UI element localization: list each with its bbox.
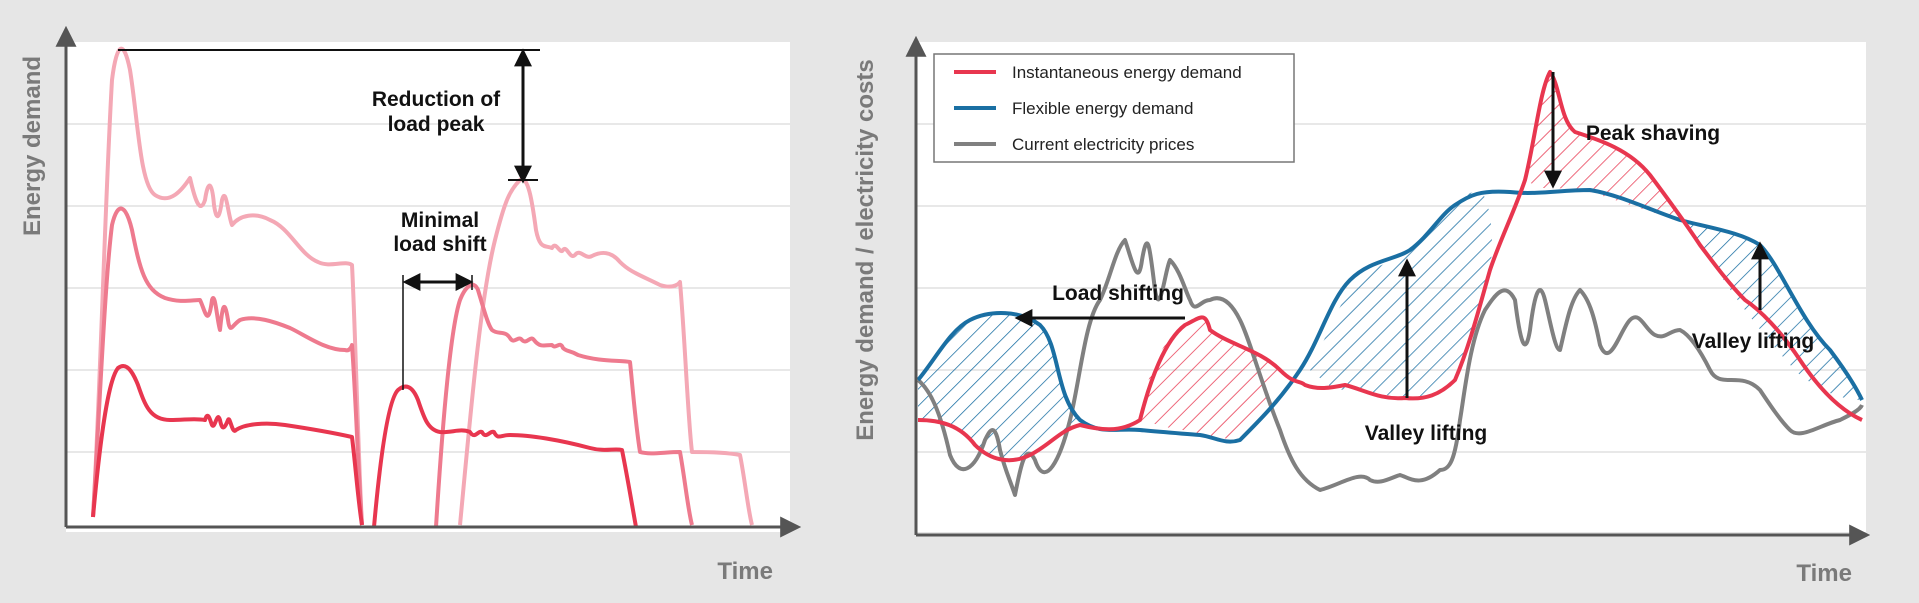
series-line-low [91,364,364,526]
annotation-min-shift-2: load shift [393,233,486,256]
annotation-valley-lifting-1: Valley lifting [1365,422,1488,445]
legend-label-instantaneous: Instantaneous energy demand [1012,63,1242,82]
annotation-min-shift-1: Minimal [401,209,479,232]
annotation-valley-lifting-2: Valley lifting [1692,330,1815,353]
series-line-shift-low [372,384,638,528]
series-line-flexible [916,188,1864,444]
hatch-red-region-2 [1525,72,1685,222]
series-line-mid [91,206,364,526]
y-axis-title-left: Energy demand [19,56,46,236]
series-line-price [916,238,1864,497]
series-line-shift-high [458,177,754,526]
annotation-peak-reduction-1: Reduction of [372,88,501,111]
annotation-peak-shaving: Peak shaving [1586,122,1720,145]
x-axis-title-right: Time [1796,560,1852,587]
series-line-instantaneous [917,70,1863,463]
series-line-high [91,46,364,526]
legend: Instantaneous energy demand Flexible ene… [933,53,1295,163]
hatch-blue-region-2 [1310,190,1492,399]
chart-right: Load shifting Peak shaving Valley liftin… [852,35,1871,587]
hatch-red-region-1 [1140,317,1280,440]
legend-label-flexible: Flexible energy demand [1012,99,1193,118]
annotation-load-shifting: Load shifting [1052,282,1184,305]
chart-left: Reduction of load peak Minimal load shif… [19,25,802,585]
y-axis-title-right: Energy demand / electricity costs [852,59,879,440]
hatch-blue-region-1 [918,313,1080,462]
x-axis-title-left: Time [717,558,773,585]
hatch-blue-region-3 [1685,222,1862,400]
legend-label-price: Current electricity prices [1012,135,1194,154]
annotation-peak-reduction-2: load peak [388,113,485,136]
